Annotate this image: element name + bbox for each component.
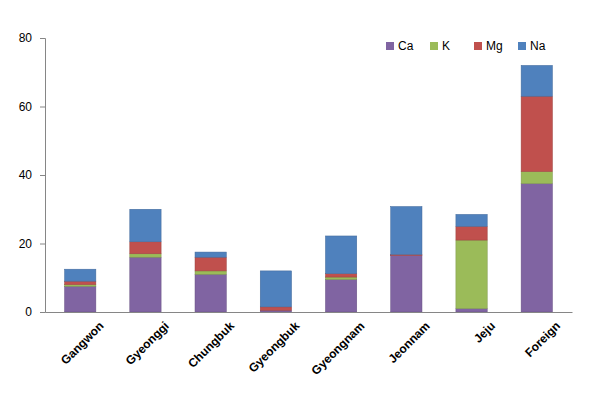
legend-label: K — [442, 39, 450, 53]
bar-segment — [325, 279, 356, 312]
bar-segment — [65, 281, 96, 284]
series — [65, 184, 553, 312]
bar-segment — [130, 209, 161, 242]
legend-label: Ca — [398, 39, 414, 53]
x-tick: Foreign — [522, 312, 563, 360]
x-tick-label: Foreign — [522, 319, 563, 360]
x-tick: Jeonnam — [386, 312, 433, 366]
legend-swatch — [518, 42, 526, 50]
bar-segment — [325, 277, 356, 279]
bar-segment — [130, 257, 161, 312]
x-tick: Chungbuk — [185, 312, 237, 371]
x-tick-label: Gyeongbuk — [246, 319, 303, 376]
y-tick: 20 — [19, 237, 45, 251]
y-axis-line — [40, 39, 46, 313]
bar-segment — [325, 274, 356, 277]
bar-segment — [391, 207, 422, 255]
x-tick-label: Gangwon — [58, 319, 107, 368]
legend-item: Na — [518, 39, 546, 53]
y-tick-mark — [40, 244, 45, 245]
x-tick: Gyeongbuk — [246, 312, 303, 375]
bar-segment — [130, 254, 161, 257]
x-tick-label: Chungbuk — [185, 319, 237, 371]
x-tick: Gyeonggi — [123, 312, 172, 368]
y-tick: 0 — [25, 305, 45, 319]
plot: 0 20 40 60 80 Gangwon Gyeonggi ChungbukGyeongbu… — [19, 31, 573, 377]
series — [65, 65, 553, 306]
y-tick: 40 — [19, 168, 45, 182]
bar-segment — [521, 172, 552, 184]
y-axis: 0 20 40 60 80 — [19, 31, 46, 319]
bar-segment — [195, 271, 226, 274]
x-tick-label: Gyeongnam — [309, 319, 368, 378]
series — [65, 96, 553, 310]
legend-item: Mg — [474, 39, 503, 53]
x-tick: Jeju — [471, 312, 498, 346]
bar-segment — [521, 65, 552, 96]
legend-item: K — [430, 39, 450, 53]
x-axis: Gangwon Gyeonggi ChungbukGyeongbukGyeongna… — [46, 312, 573, 378]
bar-segment — [521, 184, 552, 312]
y-tick-mark — [40, 175, 45, 176]
bar-segment — [260, 310, 291, 312]
y-tick-mark — [40, 312, 45, 313]
bar-segment — [195, 274, 226, 312]
series — [65, 172, 553, 309]
bar-segment — [391, 255, 422, 256]
bar-segment — [456, 226, 487, 240]
bar-segment — [456, 240, 487, 309]
legend-swatch — [386, 42, 394, 50]
y-tick: 80 — [19, 31, 45, 45]
y-tick-mark — [40, 38, 45, 39]
legend-swatch — [430, 42, 438, 50]
y-tick-label: 0 — [25, 305, 32, 319]
chart: 0 20 40 60 80 Gangwon Gyeonggi ChungbukGyeongbu… — [0, 0, 607, 414]
bar-segment — [260, 307, 291, 310]
y-tick-mark — [40, 107, 45, 108]
bars — [65, 65, 553, 312]
legend-label: Mg — [486, 39, 503, 53]
legend-swatch — [474, 42, 482, 50]
x-axis-line — [46, 312, 573, 313]
bar-segment — [391, 255, 422, 312]
bar-segment — [456, 214, 487, 226]
bar-segment — [65, 269, 96, 281]
bar-segment — [195, 257, 226, 271]
bar-segment — [325, 236, 356, 274]
legend: Ca K Mg Na — [386, 39, 546, 53]
x-tick: Gyeongnam — [309, 312, 368, 378]
x-tick-label: Gyeonggi — [123, 319, 172, 368]
bar-segment — [65, 285, 96, 287]
legend-item: Ca — [386, 39, 414, 53]
y-tick: 60 — [19, 100, 45, 114]
y-tick-label: 60 — [19, 100, 33, 114]
bar-segment — [130, 242, 161, 254]
bar-segment — [195, 252, 226, 257]
legend-label: Na — [530, 39, 546, 53]
x-tick-label: Jeonnam — [386, 319, 433, 366]
bar-segment — [260, 271, 291, 307]
bar-segment — [456, 309, 487, 312]
y-tick-label: 80 — [19, 31, 33, 45]
bar-segment — [521, 96, 552, 171]
bar-segment — [65, 286, 96, 312]
x-tick-label: Jeju — [471, 319, 498, 346]
y-tick-label: 20 — [19, 237, 33, 251]
y-tick-label: 40 — [19, 168, 33, 182]
x-tick: Gangwon — [58, 312, 107, 367]
